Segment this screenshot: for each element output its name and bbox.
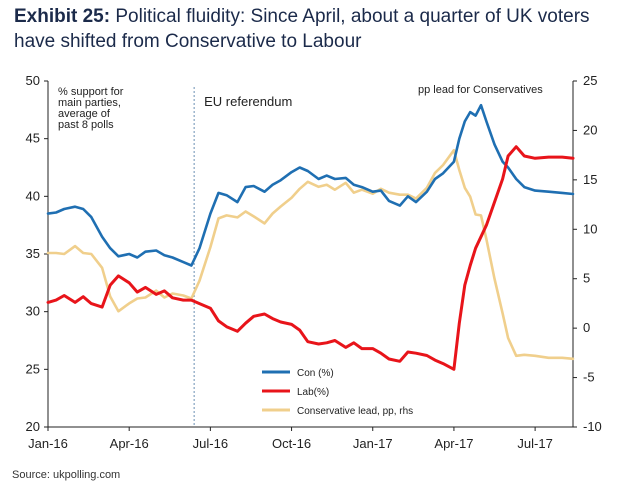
right-tick-label: -5 bbox=[583, 370, 595, 385]
left-axis: 20 25 30 35 40 45 50 bbox=[26, 73, 48, 434]
left-annotation-line: % support for bbox=[58, 86, 124, 98]
left-annotation-line: main parties, bbox=[58, 97, 121, 109]
legend-label: Con (%) bbox=[297, 368, 334, 379]
x-tick-label: Apr-16 bbox=[110, 436, 149, 451]
left-tick-label: 50 bbox=[26, 73, 40, 88]
x-tick-label: Oct-16 bbox=[272, 436, 311, 451]
right-tick-label: 0 bbox=[583, 320, 590, 335]
left-axis-annotation: % support for main parties, average of past… bbox=[58, 86, 124, 131]
legend: Con (%) Lab(%) Conservative lead, pp, rhs bbox=[262, 368, 413, 417]
right-tick-label: 25 bbox=[583, 73, 597, 88]
series-lab bbox=[46, 145, 575, 371]
left-annotation-line: average of bbox=[58, 108, 111, 120]
legend-label: Lab(%) bbox=[297, 387, 329, 398]
right-tick-label: 10 bbox=[583, 221, 597, 236]
left-tick-label: 25 bbox=[26, 361, 40, 376]
right-axis-annotation: pp lead for Conservatives bbox=[418, 84, 543, 96]
left-tick-label: 45 bbox=[26, 131, 40, 146]
x-axis: Jan-16 Apr-16 Jul-16 Oct-16 Jan-17 Apr-17 Jul-… bbox=[28, 427, 553, 451]
right-tick-label: -10 bbox=[583, 419, 602, 434]
series-con bbox=[46, 103, 575, 267]
x-tick-label: Jan-17 bbox=[353, 436, 393, 451]
x-tick-label: Apr-17 bbox=[434, 436, 473, 451]
left-tick-label: 40 bbox=[26, 188, 40, 203]
x-tick-label: Jul-17 bbox=[517, 436, 552, 451]
chart-title: Exhibit 25: Political fluidity: Since Ap… bbox=[14, 4, 626, 54]
x-tick-label: Jan-16 bbox=[28, 436, 68, 451]
x-tick-label: Jul-16 bbox=[193, 436, 228, 451]
legend-label: Conservative lead, pp, rhs bbox=[297, 406, 413, 417]
left-annotation-line: past 8 polls bbox=[58, 119, 114, 131]
title-text: Political fluidity: Since April, about a… bbox=[14, 6, 590, 52]
right-tick-label: 5 bbox=[583, 271, 590, 286]
right-axis: -10 -5 0 5 10 15 20 25 bbox=[573, 73, 602, 434]
series-layer bbox=[46, 103, 575, 371]
left-tick-label: 30 bbox=[26, 304, 40, 319]
left-tick-label: 35 bbox=[26, 246, 40, 261]
source-note: Source: ukpolling.com bbox=[12, 469, 121, 481]
exhibit-label: Exhibit 25: bbox=[14, 6, 111, 27]
series-conservative-lead bbox=[46, 148, 575, 361]
right-tick-label: 15 bbox=[583, 172, 597, 187]
right-tick-label: 20 bbox=[583, 122, 597, 137]
left-tick-label: 20 bbox=[26, 419, 40, 434]
eu-referendum-label: EU referendum bbox=[204, 94, 292, 109]
